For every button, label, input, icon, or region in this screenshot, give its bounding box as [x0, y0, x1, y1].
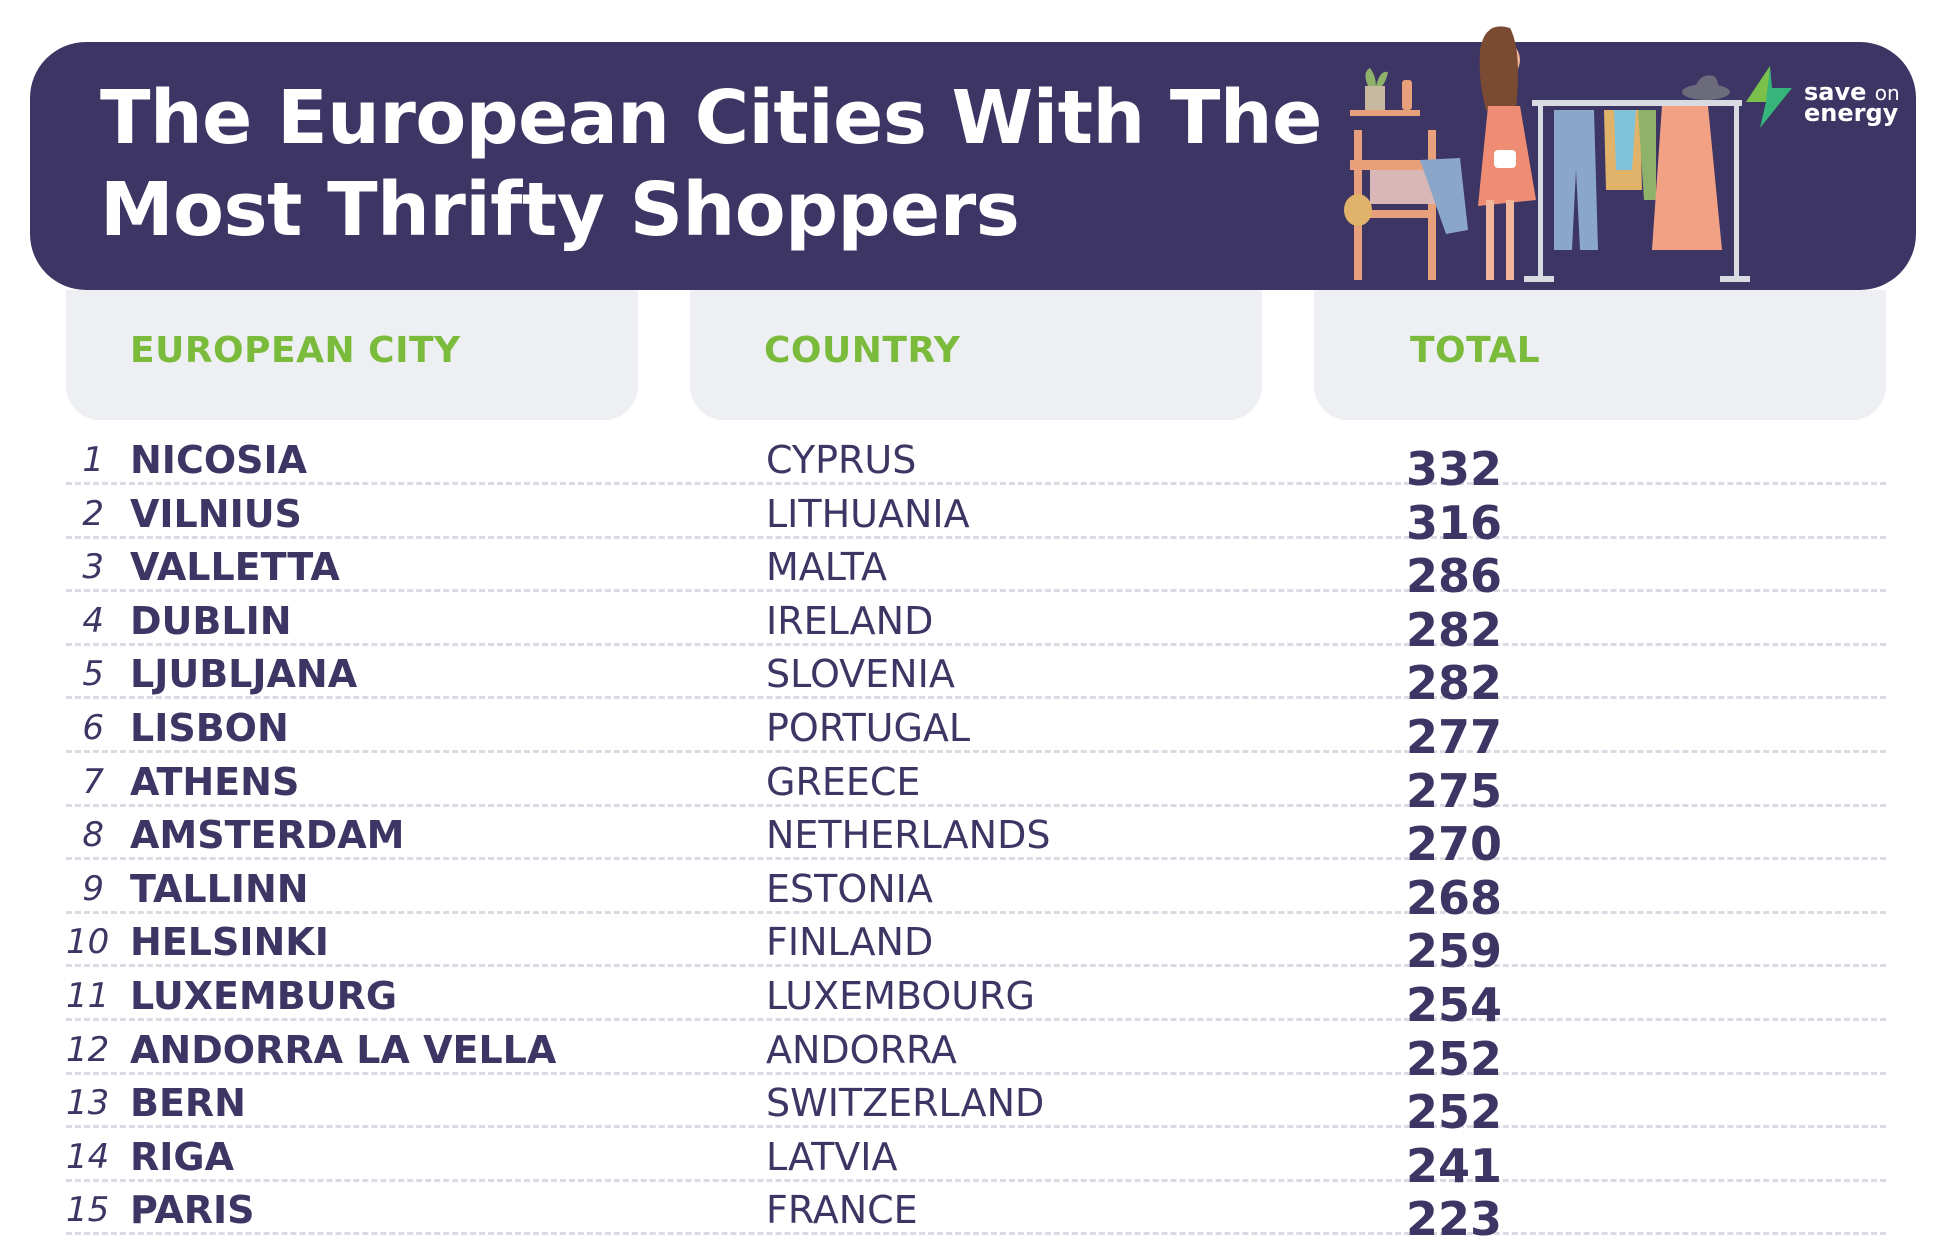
row-city: NICOSIA — [130, 438, 308, 482]
row-country: LUXEMBOURG — [766, 974, 1035, 1018]
row-city: ANDORRA LA VELLA — [130, 1027, 557, 1072]
logo-word-save: save — [1804, 78, 1867, 106]
table-row: 11 LUXEMBURG LUXEMBOURG 254 — [66, 968, 1886, 1032]
table-row: 12 ANDORRA LA VELLA ANDORRA 252 — [66, 1022, 1886, 1086]
thrift-shopper-illustration — [1344, 26, 1750, 282]
title-line-1: The European Cities With The — [100, 75, 1322, 161]
row-rank: 13 — [66, 1083, 110, 1124]
row-rank: 10 — [66, 922, 110, 963]
row-total: 223 — [1406, 1192, 1503, 1247]
row-city: AMSTERDAM — [130, 813, 405, 858]
lightning-bolt-icon — [1746, 66, 1792, 128]
row-city: ATHENS — [130, 759, 300, 804]
row-total: 259 — [1406, 924, 1503, 979]
row-rank: 3 — [82, 547, 104, 588]
logo-text: save on energy — [1804, 80, 1900, 125]
row-city: LJUBLJANA — [130, 652, 358, 697]
row-city: TALLINN — [130, 866, 309, 911]
row-rank: 6 — [82, 708, 104, 748]
row-city: RIGA — [130, 1134, 234, 1179]
row-city: HELSINKI — [130, 920, 329, 965]
row-total: 277 — [1406, 710, 1503, 764]
row-total: 268 — [1406, 870, 1503, 925]
row-total: 252 — [1406, 1085, 1503, 1140]
row-country: ANDORRA — [766, 1027, 957, 1072]
table-row: 15 PARIS FRANCE 223 — [66, 1182, 1886, 1246]
row-country: FINLAND — [766, 920, 934, 965]
row-total: 332 — [1406, 442, 1503, 496]
table-row: 3 VALLETTA MALTA 286 — [66, 539, 1886, 603]
table-row: 7 ATHENS GREECE 275 — [66, 754, 1886, 818]
row-rank: 7 — [82, 761, 104, 802]
table-row: 5 LJUBLJANA SLOVENIA 282 — [66, 646, 1886, 710]
row-city: LISBON — [130, 706, 289, 750]
row-country: CYPRUS — [766, 438, 917, 482]
table-row: 14 RIGA LATVIA 241 — [66, 1129, 1886, 1193]
column-header-city: EUROPEAN CITY — [66, 290, 638, 420]
row-country: ESTONIA — [766, 866, 933, 911]
row-country: FRANCE — [766, 1188, 918, 1233]
logo-word-on: on — [1874, 81, 1900, 105]
row-city: DUBLIN — [130, 598, 292, 643]
row-rank: 8 — [82, 815, 104, 856]
row-country: MALTA — [766, 545, 887, 590]
logo-word-energy: energy — [1804, 99, 1899, 127]
row-city: BERN — [130, 1081, 246, 1126]
row-country: LITHUANIA — [766, 491, 970, 536]
row-country: SWITZERLAND — [766, 1081, 1045, 1126]
row-country: IRELAND — [766, 598, 934, 643]
row-total: 282 — [1406, 656, 1503, 711]
row-total: 241 — [1406, 1138, 1503, 1193]
row-city: LUXEMBURG — [130, 974, 398, 1018]
column-header-country: COUNTRY — [690, 290, 1262, 420]
row-city: VILNIUS — [130, 491, 302, 536]
row-rank: 12 — [66, 1029, 110, 1070]
row-total: 316 — [1406, 495, 1503, 550]
row-country: LATVIA — [766, 1134, 898, 1179]
row-total: 275 — [1406, 763, 1503, 818]
row-total: 252 — [1406, 1031, 1503, 1086]
header-banner: The European Cities With The Most Thrift… — [30, 26, 1916, 290]
table-row: 2 VILNIUS LITHUANIA 316 — [66, 486, 1886, 550]
row-rank: 2 — [82, 493, 104, 534]
row-rank: 11 — [66, 976, 110, 1016]
row-rank: 15 — [66, 1190, 110, 1231]
table-row: 9 TALLINN ESTONIA 268 — [66, 861, 1886, 925]
row-total: 254 — [1406, 978, 1503, 1032]
row-rank: 1 — [82, 440, 104, 480]
row-rank: 9 — [82, 868, 104, 909]
row-city: PARIS — [130, 1188, 255, 1233]
row-rank: 4 — [82, 600, 104, 641]
row-country: NETHERLANDS — [766, 813, 1051, 858]
row-rank: 14 — [66, 1136, 110, 1177]
table-row: 13 BERN SWITZERLAND 252 — [66, 1075, 1886, 1139]
row-rank: 5 — [82, 654, 104, 695]
table-row: 10 HELSINKI FINLAND 259 — [66, 914, 1886, 978]
save-on-energy-logo: save on energy — [1740, 62, 1900, 142]
row-country: SLOVENIA — [766, 652, 955, 697]
row-country: PORTUGAL — [766, 706, 971, 750]
row-total: 270 — [1406, 817, 1503, 872]
row-country: GREECE — [766, 759, 921, 804]
page-title: The European Cities With The Most Thrift… — [100, 72, 1322, 256]
table-row: 1 NICOSIA CYPRUS 332 — [66, 432, 1886, 496]
row-city: VALLETTA — [130, 545, 340, 590]
table-row: 6 LISBON PORTUGAL 277 — [66, 700, 1886, 764]
column-header-total: TOTAL — [1314, 290, 1886, 420]
table-row: 4 DUBLIN IRELAND 282 — [66, 593, 1886, 657]
table-row: 8 AMSTERDAM NETHERLANDS 270 — [66, 807, 1886, 871]
row-total: 282 — [1406, 602, 1503, 657]
row-total: 286 — [1406, 549, 1503, 604]
title-line-2: Most Thrifty Shoppers — [100, 167, 1020, 253]
